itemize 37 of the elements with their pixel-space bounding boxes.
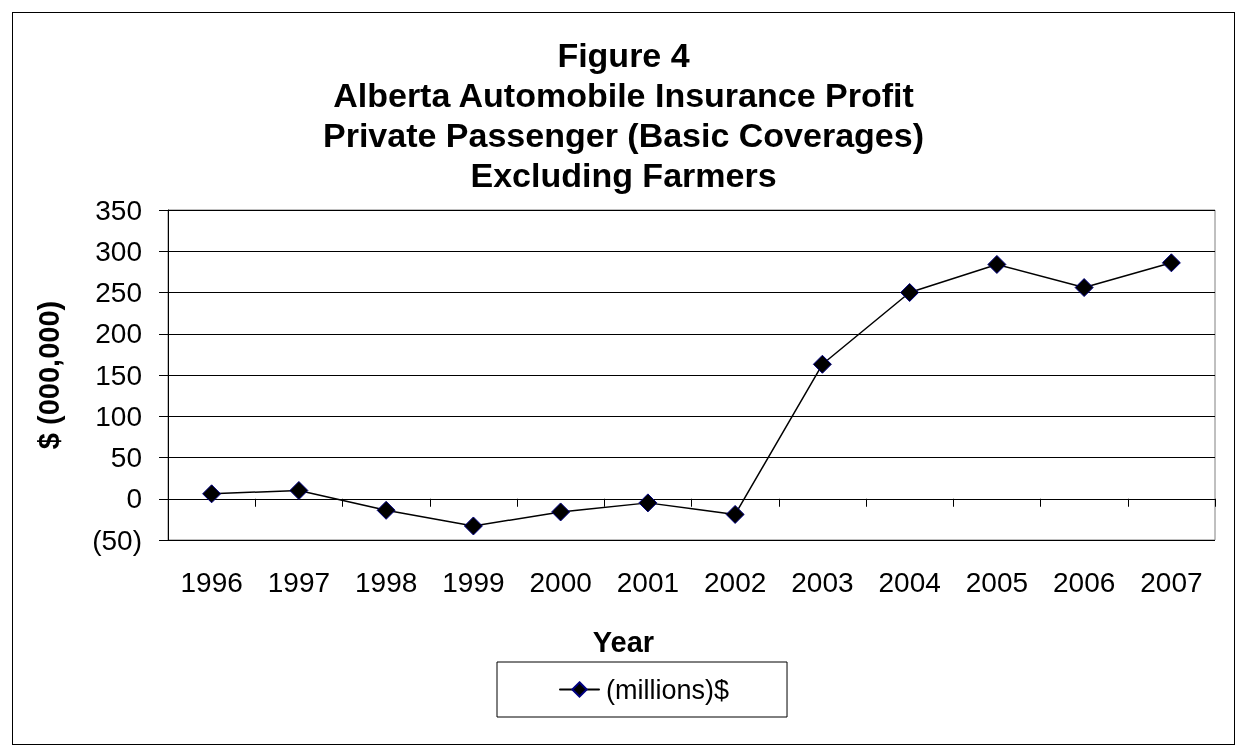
x-tick-label: 2000 <box>529 566 592 598</box>
chart-title: Figure 4 Alberta Automobile Insurance Profit Private Passenger (Basic Coverages) Excluding Farmers <box>323 36 924 194</box>
point <box>987 254 1007 274</box>
point <box>638 493 658 513</box>
y-axis-title: $ (000,000) <box>32 300 65 450</box>
y-tick-label: 250 <box>95 277 142 308</box>
point <box>1074 278 1094 298</box>
y-tick-label: 200 <box>95 318 142 350</box>
x-tick-label: 1996 <box>180 566 243 598</box>
x-tick-label: 2003 <box>791 566 854 598</box>
point <box>202 484 222 504</box>
point <box>376 500 396 520</box>
y-tick-label: 150 <box>95 359 142 391</box>
point <box>900 283 920 302</box>
y-tick-label: 350 <box>95 194 142 226</box>
y-tick-label: (50) <box>92 524 142 556</box>
x-tick-label: 1998 <box>354 566 418 598</box>
point <box>551 502 571 522</box>
x-tick-label: 2006 <box>1052 566 1116 598</box>
point <box>812 354 832 374</box>
x-tick-label: 1999 <box>442 566 505 598</box>
point <box>725 504 745 524</box>
x-tick-label: 2005 <box>965 566 1029 598</box>
x-tick-label: 2004 <box>878 566 941 598</box>
y-tick-label: 0 <box>126 483 142 515</box>
point <box>289 481 309 500</box>
point <box>463 516 483 536</box>
x-tick-label: 2002 <box>703 566 767 598</box>
y-tick-label: 100 <box>95 400 142 432</box>
legend-label: (millions)$ <box>606 674 730 705</box>
y-tick-label: 300 <box>95 235 142 267</box>
x-tick-label: 2007 <box>1140 566 1203 598</box>
x-tick-label: 1997 <box>267 566 331 598</box>
point <box>1161 253 1181 273</box>
x-axis-title: Year <box>592 625 655 658</box>
x-tick-label: 2001 <box>616 566 680 598</box>
y-tick-label: 50 <box>110 442 142 473</box>
